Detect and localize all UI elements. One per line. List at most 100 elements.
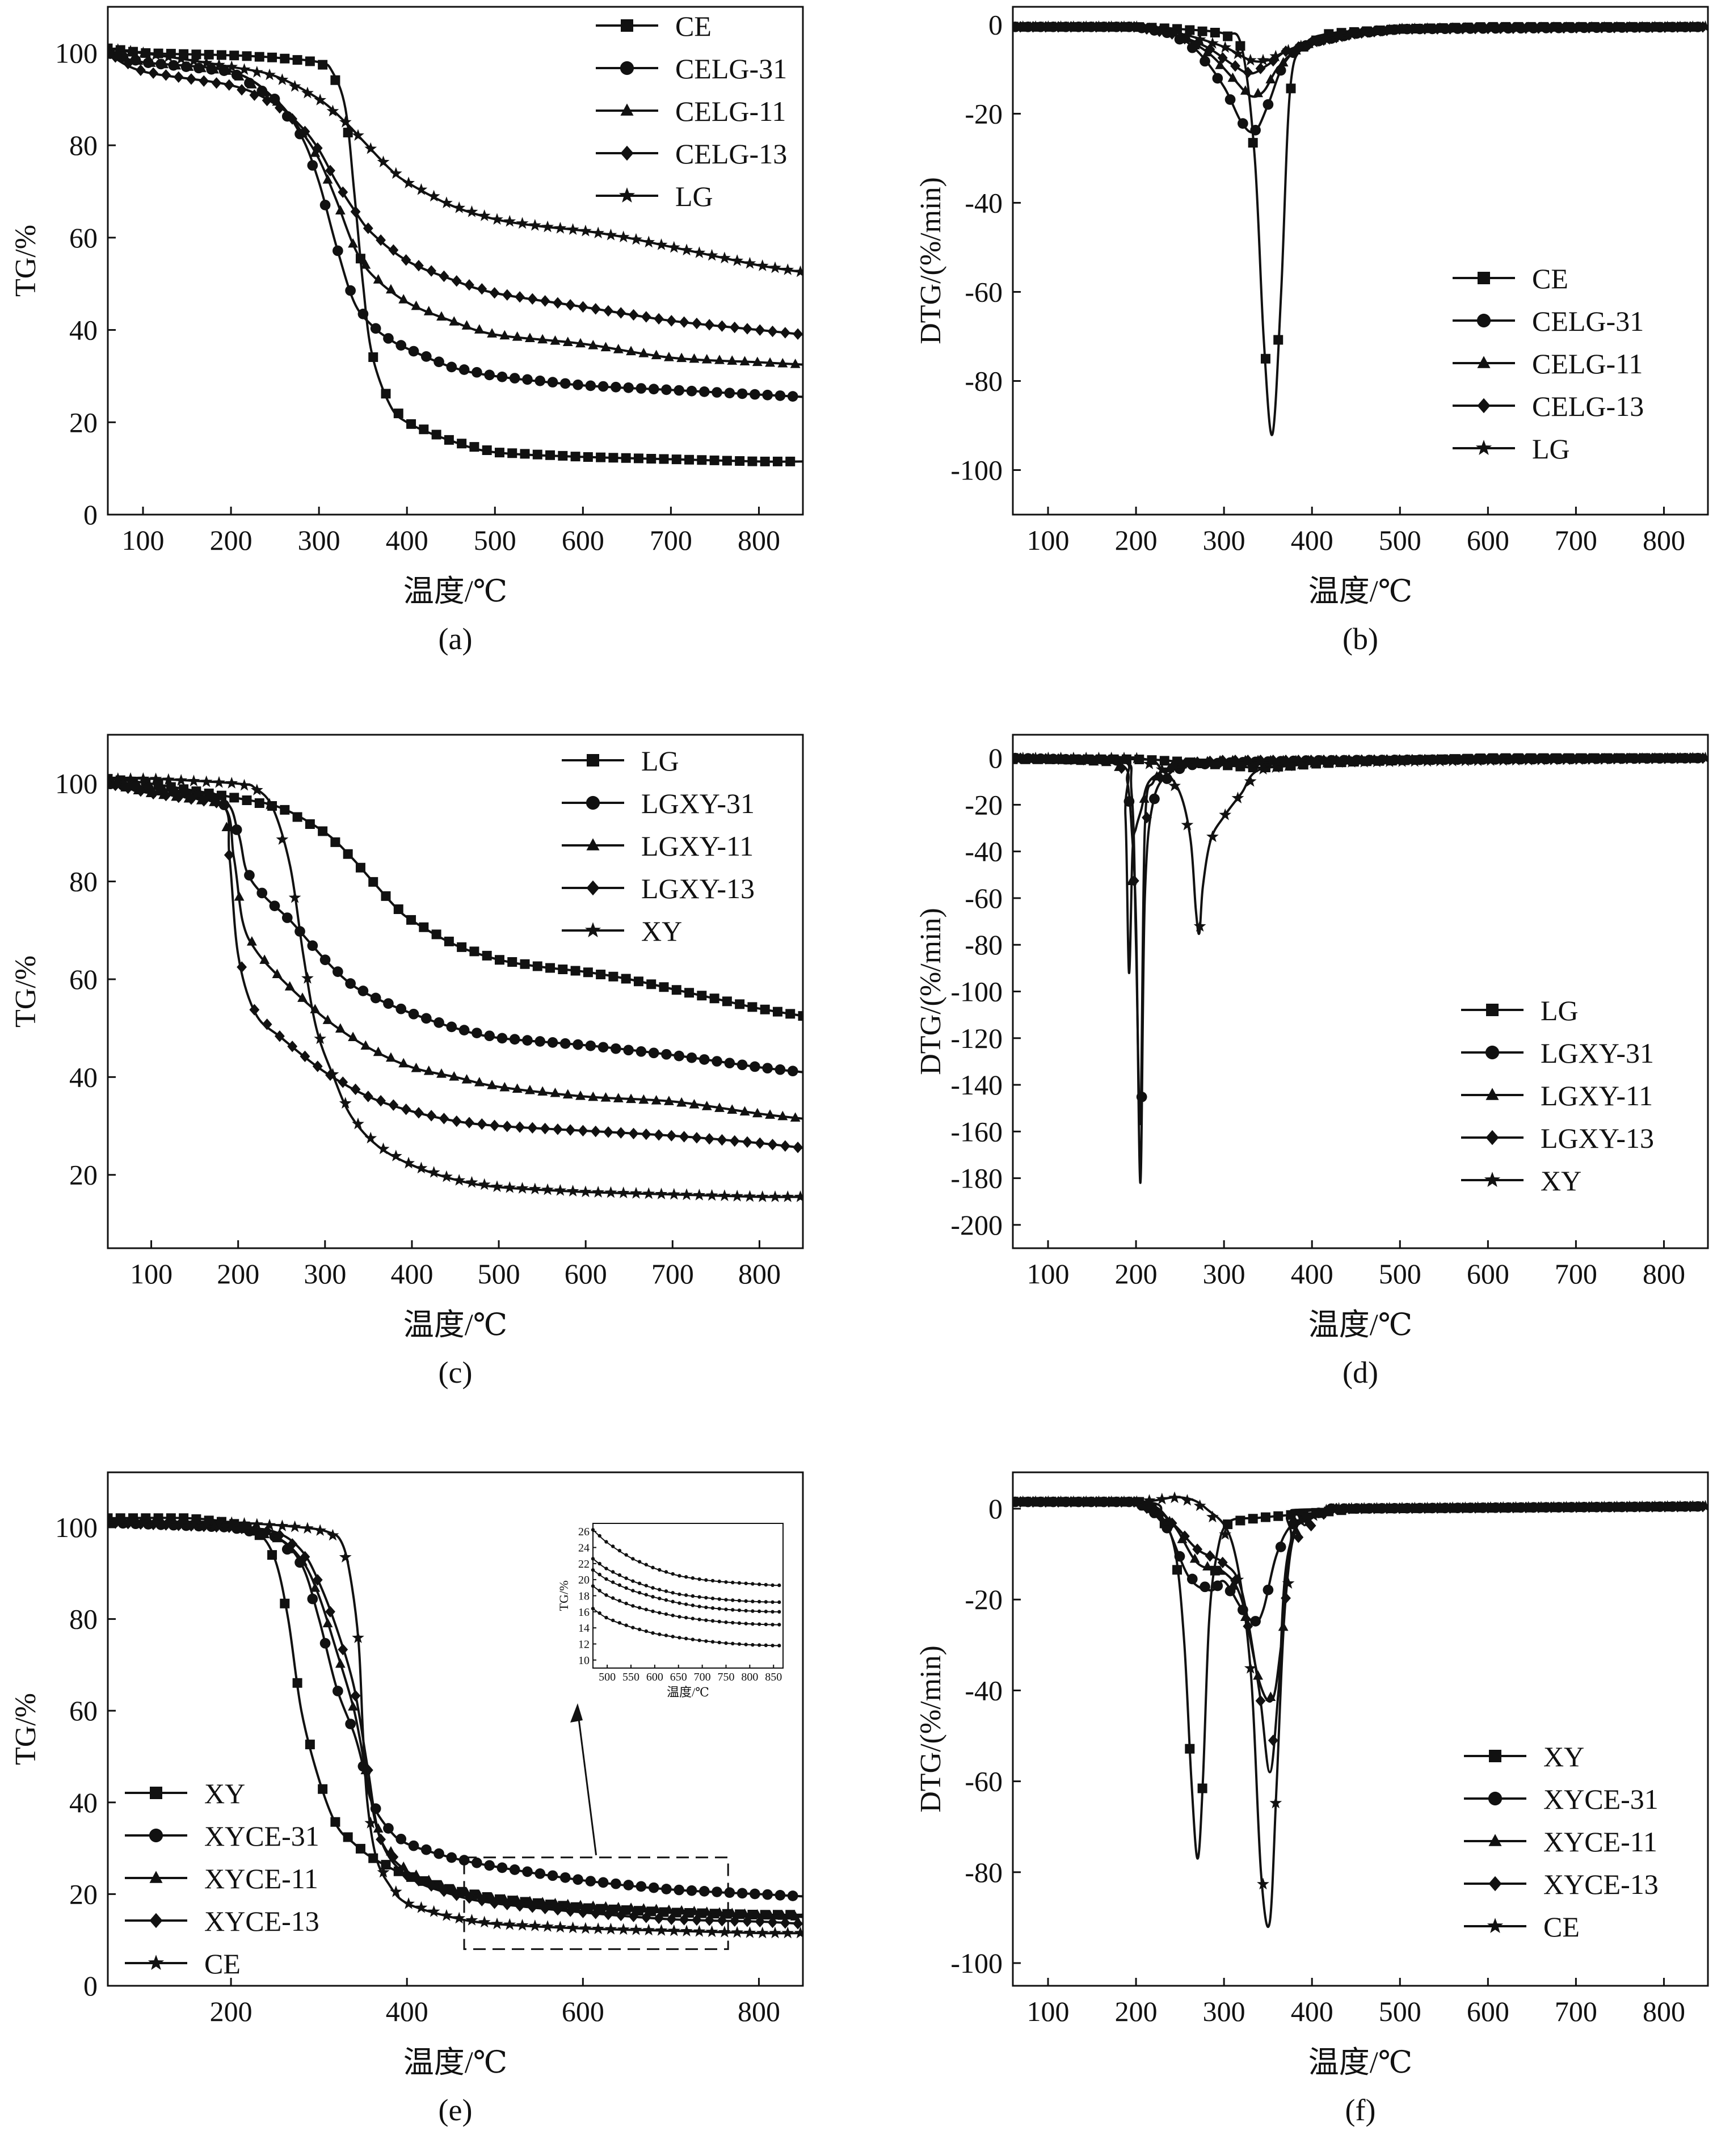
- data-point: [1268, 755, 1278, 767]
- data-point: [717, 320, 727, 332]
- data-point: [698, 1054, 710, 1065]
- y-tick-label: 0: [988, 1493, 1003, 1525]
- inset-data-point: [604, 1540, 608, 1544]
- y-axis-label: DTG/(%/min): [915, 908, 947, 1075]
- series-xyce-11: [1013, 1496, 1708, 1703]
- data-point: [731, 1926, 744, 1938]
- data-point: [535, 375, 546, 386]
- data-point: [679, 1914, 689, 1926]
- data-point: [509, 1034, 520, 1045]
- x-tick-label: 100: [1027, 1995, 1070, 2027]
- data-point: [1484, 22, 1497, 34]
- inset-data-point: [611, 1596, 615, 1600]
- inset-data-point: [757, 1622, 761, 1626]
- data-point: [149, 772, 162, 785]
- legend-label: XYCE-11: [204, 1863, 318, 1894]
- data-point: [436, 1068, 447, 1078]
- data-point: [145, 57, 156, 67]
- data-point: [1535, 1501, 1547, 1513]
- x-axis-label: 温度/℃: [1308, 574, 1412, 608]
- data-point: [451, 275, 462, 287]
- data-point: [1636, 1500, 1649, 1512]
- data-point: [458, 364, 470, 375]
- x-tick-label: 800: [738, 524, 780, 556]
- y-tick-label: 40: [69, 1787, 98, 1818]
- legend-marker: [618, 187, 636, 203]
- inset-series: [591, 1528, 781, 1587]
- series-lg: [1013, 20, 1708, 66]
- data-point: [600, 1092, 611, 1102]
- data-point: [1168, 779, 1181, 791]
- legend-item: LGXY-13: [562, 873, 755, 904]
- legend-label: XYCE-13: [204, 1905, 319, 1937]
- data-point: [552, 1904, 563, 1916]
- data-point: [1263, 1584, 1274, 1595]
- data-point: [1446, 755, 1459, 767]
- data-point: [1598, 1500, 1611, 1513]
- data-point: [1217, 1556, 1228, 1569]
- data-point: [1661, 20, 1674, 33]
- data-point: [1240, 85, 1251, 95]
- data-point: [641, 311, 651, 323]
- data-point: [408, 1008, 419, 1020]
- data-point: [345, 978, 356, 989]
- data-point: [554, 1184, 567, 1196]
- data-point: [1206, 830, 1219, 843]
- data-point: [388, 1099, 399, 1111]
- data-point: [1168, 26, 1181, 38]
- data-point: [686, 385, 697, 397]
- data-point: [477, 283, 487, 295]
- series-lg: [108, 774, 803, 1021]
- inset-data-point: [658, 1632, 662, 1636]
- legend-item: XYCE-13: [1464, 1868, 1659, 1900]
- y-tick-label: 80: [69, 866, 98, 898]
- legend-label: LGXY-13: [641, 873, 755, 904]
- data-point: [570, 966, 580, 976]
- data-point: [491, 1917, 503, 1930]
- data-point: [575, 1090, 586, 1100]
- data-point: [666, 315, 677, 327]
- inset-data-point: [771, 1644, 775, 1648]
- data-point: [280, 1598, 290, 1608]
- data-point: [747, 456, 758, 466]
- data-point: [573, 379, 583, 390]
- inset-data-point: [744, 1608, 748, 1613]
- data-point: [617, 230, 630, 243]
- data-point: [590, 1907, 601, 1919]
- data-point: [638, 1094, 649, 1104]
- series-xyce-31: [1013, 1496, 1708, 1627]
- data-point: [512, 331, 523, 341]
- data-point: [305, 56, 315, 66]
- data-point: [310, 1582, 321, 1592]
- inset-data-point: [664, 1598, 668, 1602]
- inset-data-point: [751, 1622, 755, 1626]
- x-tick-label: 200: [1115, 524, 1158, 556]
- data-point: [376, 234, 386, 246]
- data-point: [267, 1550, 277, 1560]
- data-point: [307, 1593, 318, 1605]
- legend-marker: [586, 838, 600, 850]
- data-point: [482, 950, 492, 961]
- data-point: [434, 356, 444, 368]
- data-point: [636, 1881, 647, 1892]
- data-point: [370, 323, 381, 334]
- x-axis: 100 200 300 400 500 600 700 800: [130, 1240, 781, 1290]
- data-point: [739, 1106, 750, 1116]
- data-point: [199, 75, 209, 87]
- data-point: [718, 1189, 731, 1202]
- x-axis-label: 温度/℃: [403, 574, 507, 608]
- data-point: [583, 967, 593, 978]
- inset-data-point: [644, 1563, 649, 1567]
- data-point: [388, 1851, 399, 1863]
- data-point: [528, 1182, 541, 1195]
- data-point: [1130, 1495, 1143, 1507]
- legend-marker: [586, 795, 600, 810]
- data-point: [1433, 1501, 1446, 1514]
- data-point: [769, 1190, 781, 1202]
- data-point: [1358, 1502, 1371, 1514]
- data-point: [1189, 1553, 1200, 1563]
- data-point: [335, 1658, 346, 1668]
- inset-data-point: [624, 1586, 628, 1590]
- data-point: [680, 1925, 693, 1936]
- inset-data-point: [631, 1604, 635, 1608]
